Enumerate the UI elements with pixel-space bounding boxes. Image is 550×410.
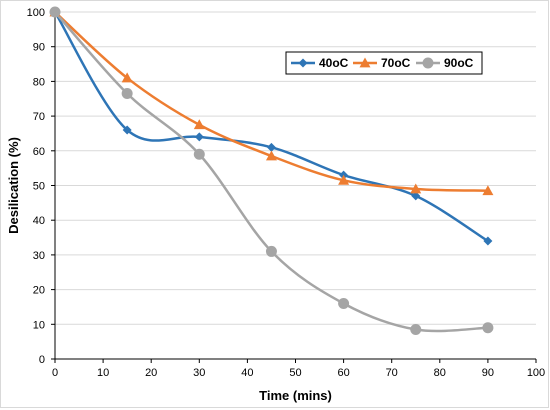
y-tick-label: 100 (27, 7, 45, 19)
x-tick-label: 60 (337, 367, 349, 379)
y-tick-label: 50 (33, 181, 45, 193)
x-tick-labels: 0 10 20 30 40 50 60 70 80 90 100 (52, 367, 545, 379)
y-tick-label: 60 (33, 146, 45, 158)
x-tick-label: 70 (386, 367, 398, 379)
x-tick-label: 30 (193, 367, 205, 379)
x-tick-label: 90 (482, 367, 494, 379)
data-point-series-3 (265, 245, 277, 257)
legend-label-1: 40oC (319, 56, 349, 70)
data-point-series-3 (121, 88, 133, 100)
data-point-series-2 (121, 72, 133, 83)
data-point-series-3 (338, 297, 350, 309)
y-tick-label: 80 (33, 76, 45, 88)
data-point-series-1 (194, 132, 204, 142)
data-point-series-1 (266, 142, 276, 152)
series-line-2 (54, 11, 488, 192)
x-tick-label: 10 (97, 367, 109, 379)
data-point-series-1 (411, 191, 421, 201)
data-point-series-2 (338, 174, 350, 185)
y-tick-label: 0 (39, 354, 45, 366)
y-tick-label: 90 (33, 42, 45, 54)
y-tick-label: 40 (33, 215, 45, 227)
data-point-series-2 (265, 150, 277, 161)
data-point-series-2 (482, 185, 494, 196)
y-axis-title: Desilication (%) (6, 137, 21, 234)
data-point-series-2 (193, 119, 205, 130)
legend-label-3: 90oC (444, 56, 474, 70)
data-point-series-3 (482, 322, 494, 334)
legend-marker-3 (422, 57, 434, 69)
x-tick-label: 40 (241, 367, 253, 379)
y-tick-label: 30 (33, 250, 45, 262)
data-point-series-2 (410, 183, 422, 194)
y-tick-label: 10 (33, 319, 45, 331)
x-tick-label: 20 (145, 367, 157, 379)
data-point-series-3 (193, 148, 205, 160)
axes (51, 11, 537, 363)
legend-box (285, 51, 483, 75)
series-markers (49, 6, 494, 336)
y-tick-labels: 0 10 20 30 40 50 60 70 80 90 100 (27, 7, 45, 366)
data-point-series-1 (483, 236, 493, 246)
legend-label-2: 70oC (381, 56, 411, 70)
data-point-series-3 (410, 324, 422, 336)
data-point-series-1 (122, 125, 132, 135)
data-point-series-3 (49, 6, 61, 18)
x-axis-title: Time (mins) (259, 388, 332, 403)
y-tick-label: 20 (33, 285, 45, 297)
legend-marker-2 (359, 57, 371, 68)
legend: 40oC 70oC 90oC (285, 51, 483, 75)
x-tick-label: 50 (289, 367, 301, 379)
legend-marker-1 (298, 58, 308, 68)
y-tick-label: 70 (33, 111, 45, 123)
grid-lines (55, 11, 536, 325)
x-tick-label: 0 (52, 367, 58, 379)
x-tick-label: 80 (434, 367, 446, 379)
x-tick-label: 100 (527, 367, 545, 379)
